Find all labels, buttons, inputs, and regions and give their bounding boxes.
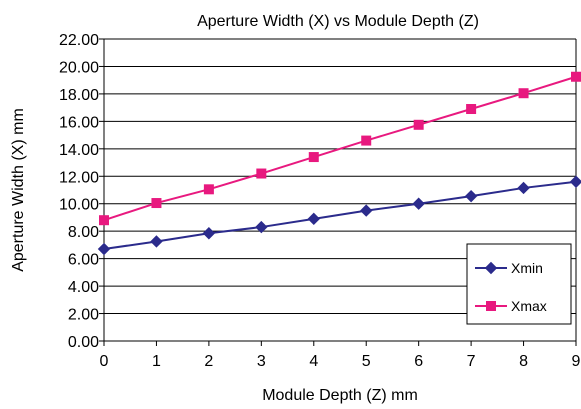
y-tick-label: 16.00 xyxy=(59,114,99,131)
data-point-xmax xyxy=(203,184,214,195)
data-point-xmin xyxy=(517,181,530,195)
data-point-xmin xyxy=(464,189,478,203)
x-tick-label: 0 xyxy=(100,353,109,370)
x-tick-label: 4 xyxy=(309,353,318,370)
y-tick-label: 0.00 xyxy=(68,334,99,351)
data-point-xmax xyxy=(361,135,372,146)
y-tick-label: 10.00 xyxy=(59,197,99,214)
y-tick-label: 20.00 xyxy=(59,59,99,76)
data-point-xmin xyxy=(360,204,373,217)
y-tick-label: 14.00 xyxy=(59,142,99,159)
x-tick-label: 3 xyxy=(257,353,266,370)
data-point-xmin xyxy=(150,235,163,248)
x-tick-label: 7 xyxy=(467,353,476,370)
y-tick-label: 12.00 xyxy=(59,169,99,186)
series-line-xmin xyxy=(103,180,577,251)
data-point-xmax xyxy=(99,215,109,226)
x-tick-label: 9 xyxy=(572,353,581,370)
y-tick-label: 2.00 xyxy=(68,307,99,324)
plot-area: 0.00 2.00 4.00 6.00 8.00 10.00 12.00 14.00 16.00… xyxy=(59,32,581,370)
x-tick-label: 8 xyxy=(519,353,528,370)
x-tick-label: 1 xyxy=(152,353,161,370)
chart-title: Aperture Width (X) vs Module Depth (Z) xyxy=(197,13,479,30)
y-tick-label: 6.00 xyxy=(68,252,99,269)
x-tick-label: 5 xyxy=(362,353,371,370)
legend: Xmin Xmax xyxy=(466,243,572,325)
legend-box xyxy=(466,243,572,325)
data-point-xmax xyxy=(518,88,529,99)
data-point-xmin xyxy=(307,212,320,226)
data-point-xmax xyxy=(466,104,477,115)
data-point-xmax xyxy=(256,168,267,179)
data-point-xmax xyxy=(571,71,581,82)
data-point-xmin xyxy=(202,227,216,240)
data-point-xmin xyxy=(255,220,268,234)
y-tick-label: 22.00 xyxy=(59,32,99,49)
x-tick-label: 6 xyxy=(414,353,423,370)
legend-marker-xmax xyxy=(486,301,496,311)
x-axis-title: Module Depth (Z) mm xyxy=(262,387,418,404)
data-point-xmax xyxy=(151,198,162,209)
x-tick-label: 2 xyxy=(204,353,213,370)
data-point-xmin xyxy=(97,242,111,256)
data-point-xmax xyxy=(308,152,319,163)
data-point-xmin xyxy=(412,197,425,210)
y-tick-label: 8.00 xyxy=(68,224,99,241)
data-point-xmax xyxy=(413,119,424,130)
y-tick-label: 4.00 xyxy=(68,279,99,296)
series-line-xmax xyxy=(103,75,577,222)
y-axis-title: Aperture Width (X) mm xyxy=(10,108,27,272)
legend-label-xmax: Xmax xyxy=(511,298,547,314)
legend-label-xmin: Xmin xyxy=(511,260,543,276)
legend-marker-xmin xyxy=(484,261,498,275)
data-point-xmin xyxy=(569,175,581,188)
y-tick-label: 18.00 xyxy=(59,87,99,104)
